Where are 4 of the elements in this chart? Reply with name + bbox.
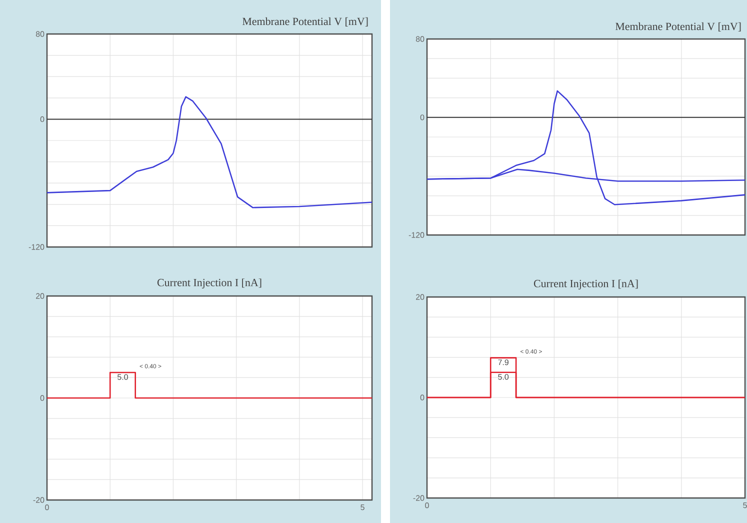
chart-title: Current Injection I [nA] — [534, 280, 638, 290]
chart-title: Membrane Potential V [mV] — [616, 22, 741, 32]
chart-title: Membrane Potential V [mV] — [242, 17, 368, 26]
chart-title: Current Injection I [nA] — [157, 278, 262, 288]
